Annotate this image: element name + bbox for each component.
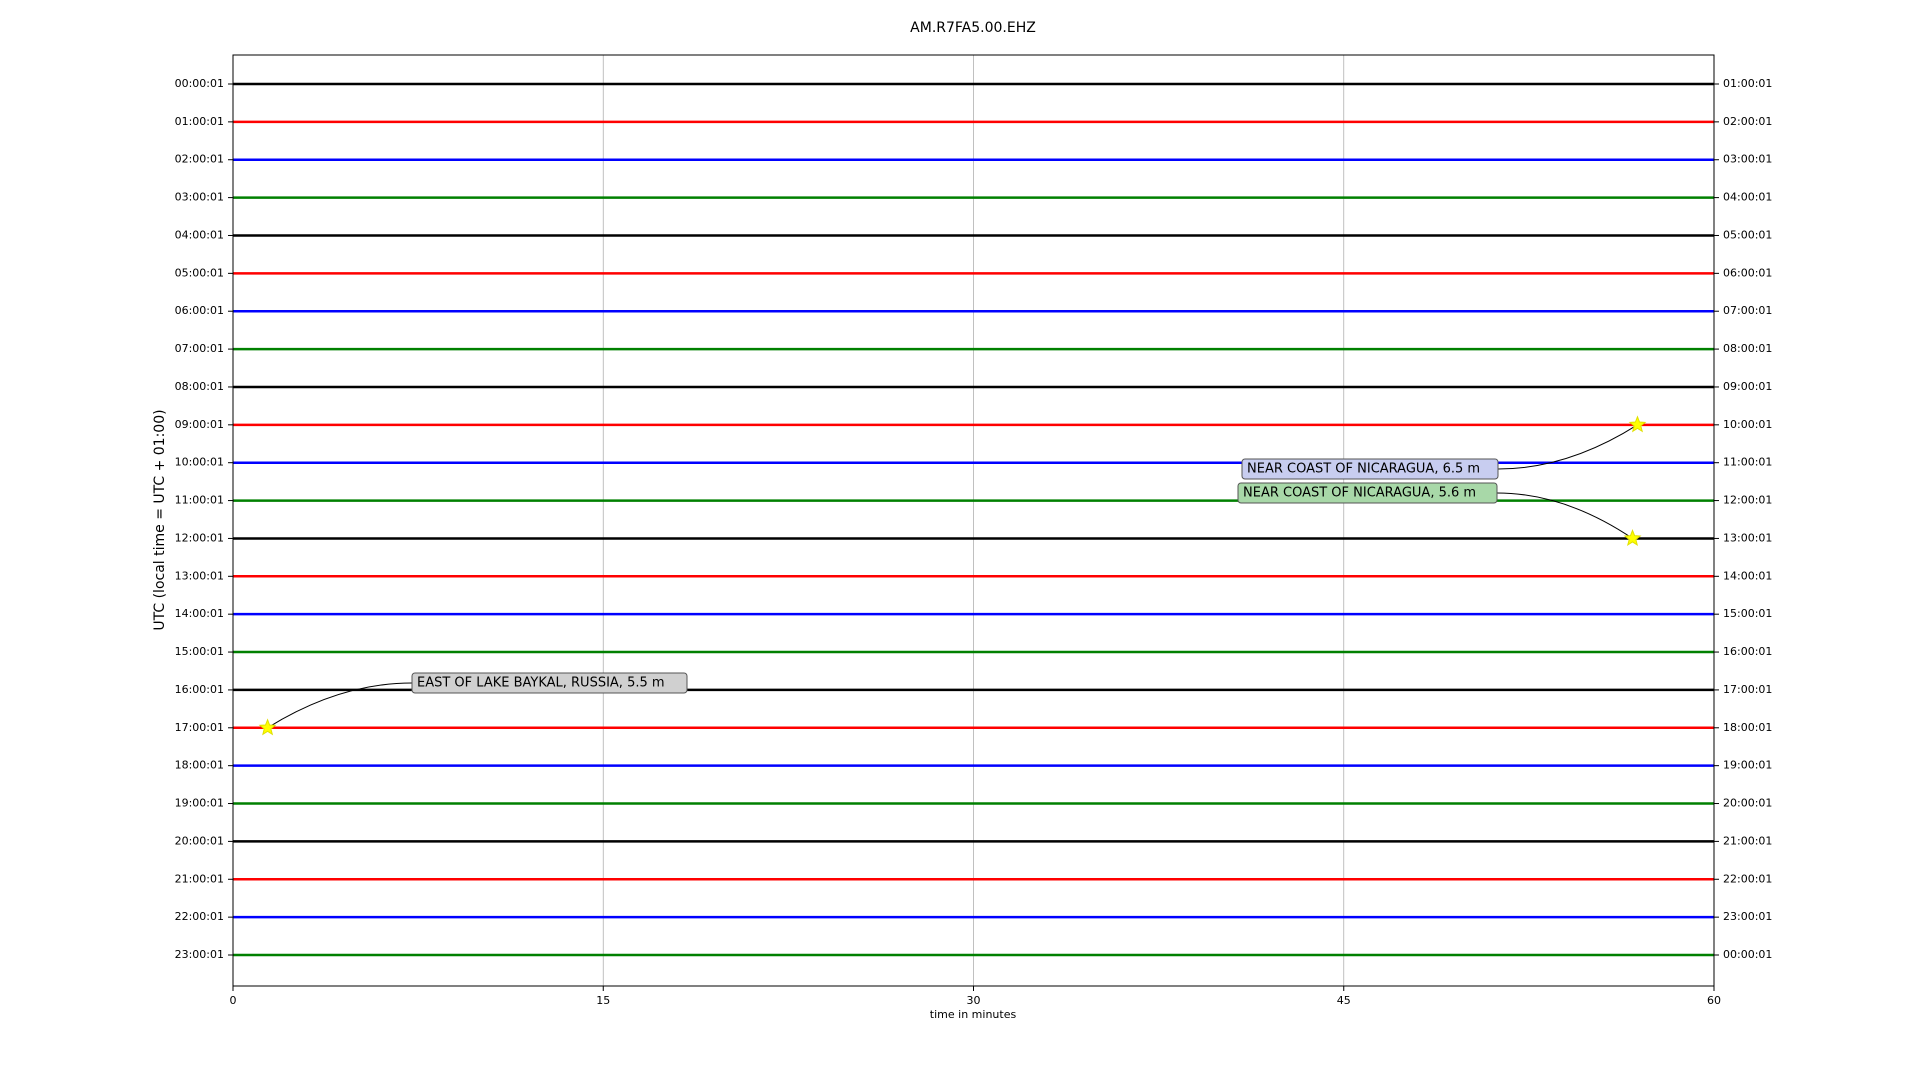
- y-tick-label-right: 06:00:01: [1723, 266, 1772, 279]
- y-tick-label-right: 23:00:01: [1723, 910, 1772, 923]
- y-tick-label-right: 03:00:01: [1723, 153, 1772, 166]
- x-tick-label: 45: [1337, 994, 1351, 1007]
- x-axis-label: time in minutes: [930, 1008, 1017, 1021]
- y-tick-label-left: 21:00:01: [175, 872, 224, 885]
- y-tick-label-right: 12:00:01: [1723, 494, 1772, 507]
- event-label-box: [1237, 482, 1498, 504]
- y-tick-label-right: 15:00:01: [1723, 607, 1772, 620]
- y-tick-label-right: 04:00:01: [1723, 191, 1772, 204]
- y-tick-label-left: 07:00:01: [175, 342, 224, 355]
- y-tick-label-left: 09:00:01: [175, 418, 224, 431]
- event-label: EAST OF LAKE BAYKAL, RUSSIA, 5.5 m: [417, 676, 665, 691]
- y-tick-label-left: 02:00:01: [175, 153, 224, 166]
- event-star: [1628, 415, 1647, 433]
- y-tick-label-right: 05:00:01: [1723, 228, 1772, 241]
- y-tick-label-right: 16:00:01: [1723, 645, 1772, 658]
- x-tick-label: 0: [230, 994, 237, 1007]
- y-tick-label-right: 00:00:01: [1723, 948, 1772, 961]
- y-tick-label-right: 19:00:01: [1723, 759, 1772, 772]
- y-tick-label-right: 20:00:01: [1723, 797, 1772, 810]
- y-tick-label-left: 19:00:01: [175, 797, 224, 810]
- y-tick-label-left: 23:00:01: [175, 948, 224, 961]
- y-tick-label-right: 07:00:01: [1723, 304, 1772, 317]
- y-tick-label-left: 08:00:01: [175, 380, 224, 393]
- y-tick-label-left: 22:00:01: [175, 910, 224, 923]
- y-tick-label-right: 18:00:01: [1723, 721, 1772, 734]
- y-tick-label-left: 14:00:01: [175, 607, 224, 620]
- x-tick-label: 15: [596, 994, 610, 1007]
- y-tick-label-left: 12:00:01: [175, 531, 224, 544]
- event-connector: [1497, 424, 1638, 470]
- x-tick-label: 60: [1707, 994, 1721, 1007]
- y-tick-label-right: 08:00:01: [1723, 342, 1772, 355]
- y-tick-label-left: 05:00:01: [175, 266, 224, 279]
- x-tick-label: 30: [967, 994, 981, 1007]
- y-tick-label-right: 10:00:01: [1723, 418, 1772, 431]
- plot-frame: [232, 54, 1715, 987]
- y-tick-label-right: 01:00:01: [1723, 77, 1772, 90]
- event-label-box: [1241, 458, 1499, 480]
- event-star: [1623, 529, 1642, 547]
- event-label: NEAR COAST OF NICARAGUA, 6.5 m: [1247, 462, 1480, 477]
- y-tick-label-left: 18:00:01: [175, 759, 224, 772]
- event-label-box: [411, 672, 688, 694]
- y-tick-label-right: 09:00:01: [1723, 380, 1772, 393]
- y-tick-label-left: 16:00:01: [175, 683, 224, 696]
- y-tick-label-right: 17:00:01: [1723, 683, 1772, 696]
- y-tick-label-left: 20:00:01: [175, 834, 224, 847]
- y-tick-label-left: 15:00:01: [175, 645, 224, 658]
- event-star: [258, 718, 277, 736]
- event-label: NEAR COAST OF NICARAGUA, 5.6 m: [1243, 486, 1476, 501]
- y-tick-label-left: 13:00:01: [175, 569, 224, 582]
- y-tick-label-left: 06:00:01: [175, 304, 224, 317]
- y-axis-label: UTC (local time = UTC + 01:00): [152, 409, 168, 630]
- y-tick-label-left: 03:00:01: [175, 191, 224, 204]
- event-connector: [267, 682, 413, 729]
- event-connector: [1496, 492, 1633, 539]
- y-tick-label-right: 13:00:01: [1723, 531, 1772, 544]
- y-tick-label-left: 10:00:01: [175, 456, 224, 469]
- y-tick-label-right: 21:00:01: [1723, 834, 1772, 847]
- y-tick-label-right: 14:00:01: [1723, 569, 1772, 582]
- chart-title: AM.R7FA5.00.EHZ: [910, 20, 1036, 36]
- y-tick-label-left: 11:00:01: [175, 494, 224, 507]
- y-tick-label-right: 22:00:01: [1723, 872, 1772, 885]
- y-tick-label-left: 01:00:01: [175, 115, 224, 128]
- y-tick-label-left: 17:00:01: [175, 721, 224, 734]
- y-tick-label-right: 02:00:01: [1723, 115, 1772, 128]
- y-tick-label-left: 00:00:01: [175, 77, 224, 90]
- y-tick-label-left: 04:00:01: [175, 228, 224, 241]
- y-tick-label-right: 11:00:01: [1723, 456, 1772, 469]
